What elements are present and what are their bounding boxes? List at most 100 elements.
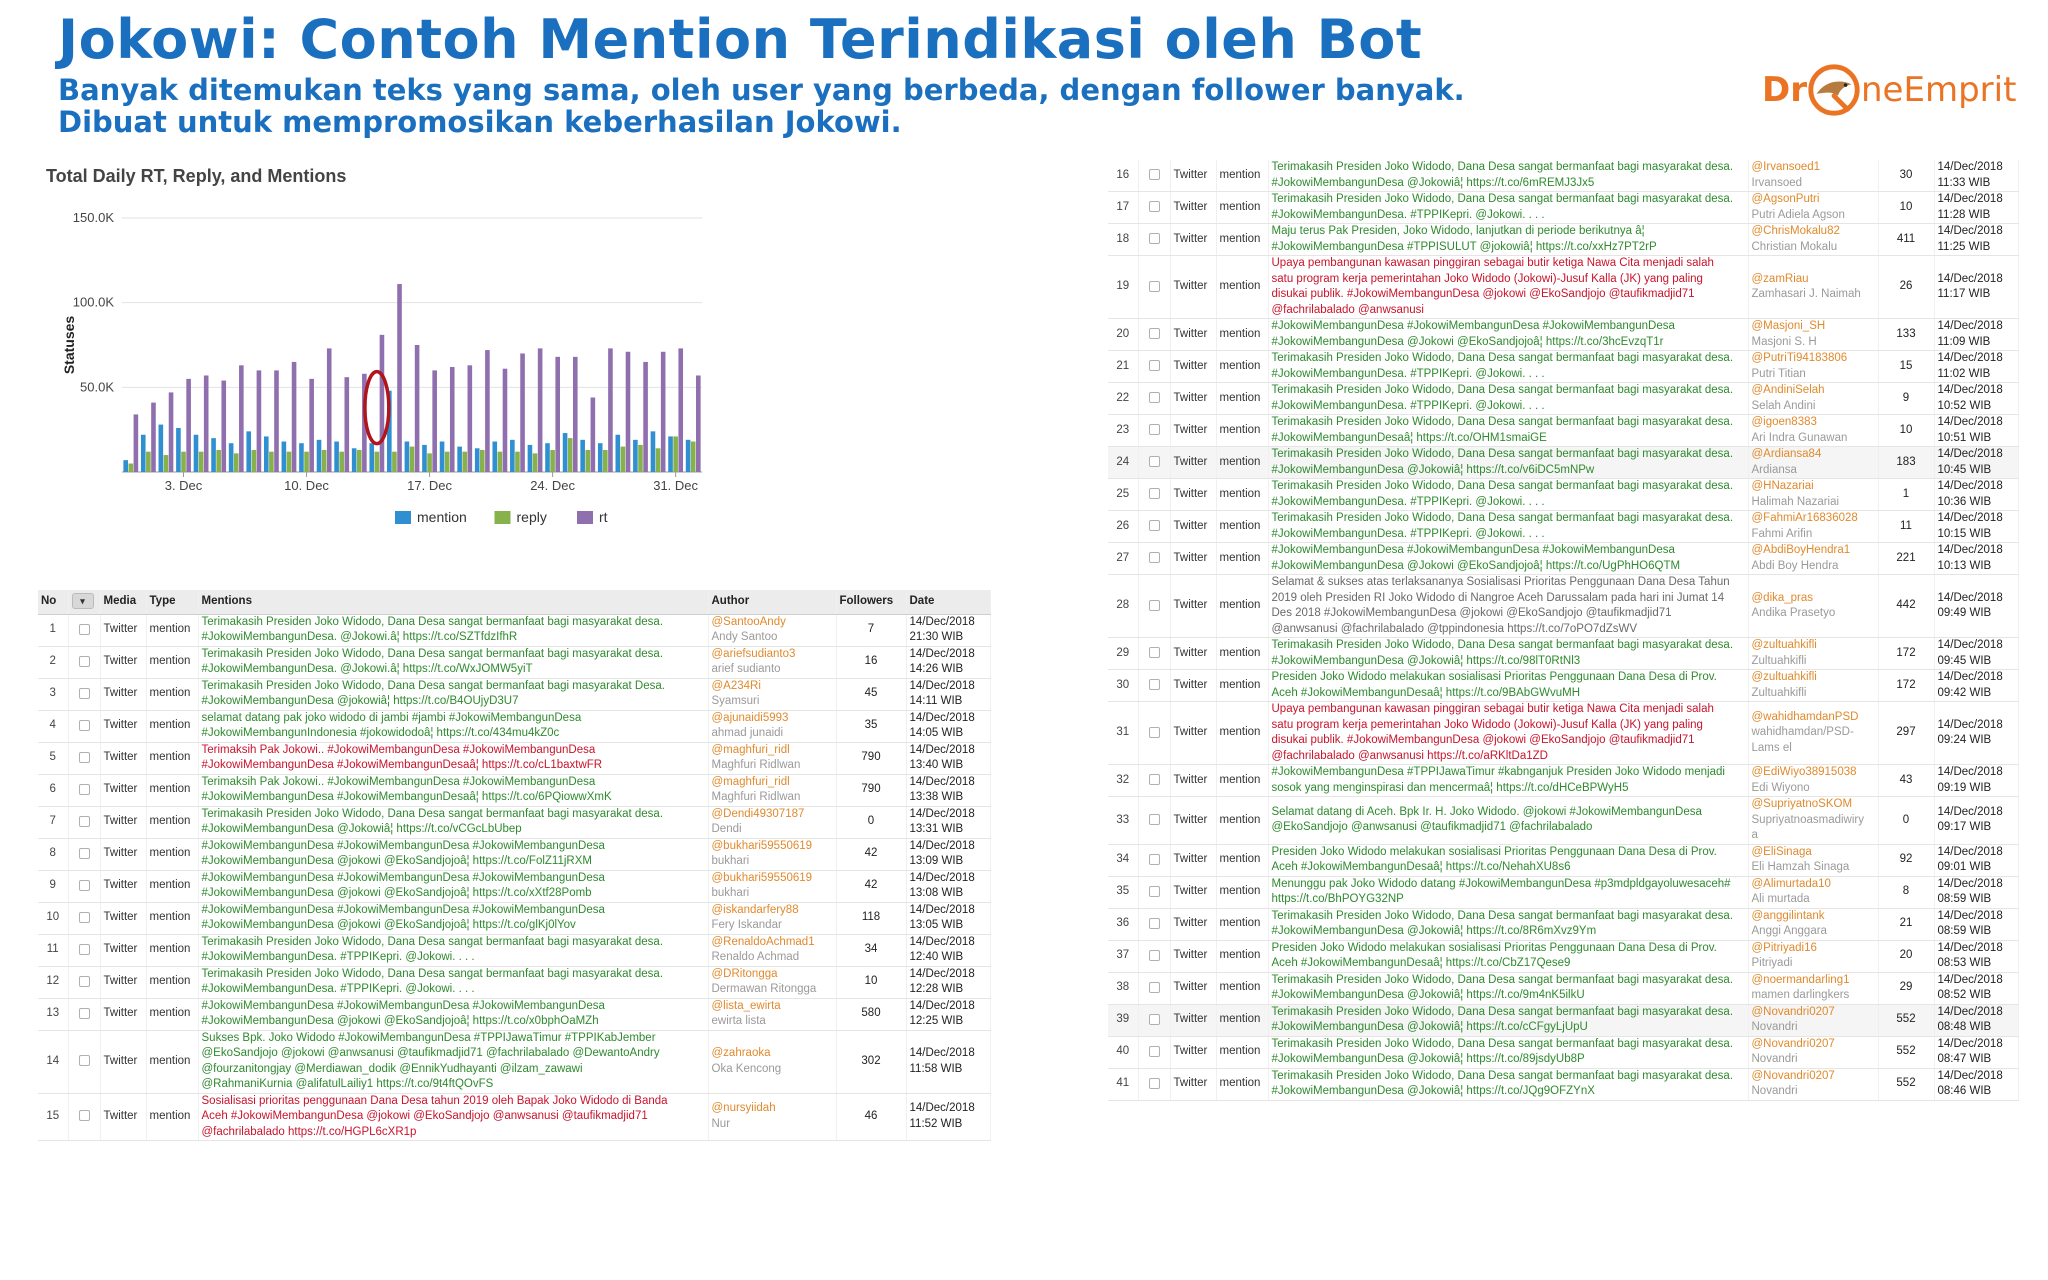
author-handle[interactable]: @maghfuri_ridl bbox=[711, 743, 790, 756]
col-header-date[interactable]: Date bbox=[906, 590, 991, 615]
author-handle[interactable]: @FahmiAr16836028 bbox=[1751, 512, 1858, 524]
row-mention-text[interactable]: #JokowiMembangunDesa #JokowiMembangunDes… bbox=[198, 838, 709, 871]
row-select-cell[interactable] bbox=[68, 742, 101, 775]
table-row[interactable]: 34 Twitter mention Presiden Joko Widodo mel… bbox=[1108, 844, 2019, 877]
author-handle[interactable]: @igoen8383 bbox=[1751, 416, 1817, 428]
author-handle[interactable]: @Masjoni_SH bbox=[1751, 320, 1826, 332]
row-checkbox[interactable] bbox=[1148, 1045, 1160, 1057]
row-author[interactable]: @EdiWiyo38915038 Edi Wiyono bbox=[1748, 764, 1879, 797]
table-row[interactable]: 5 Twitter mention Terimaksih Pak Jokowi.. #… bbox=[38, 742, 991, 775]
row-checkbox[interactable] bbox=[78, 975, 90, 987]
table-row[interactable]: 26 Twitter mention Terimakasih Presiden Jok… bbox=[1108, 510, 2019, 543]
row-checkbox[interactable] bbox=[1148, 774, 1160, 786]
row-select-cell[interactable] bbox=[1138, 637, 1171, 670]
row-mention-text[interactable]: Terimakasih Presiden Joko Widodo, Dana D… bbox=[1268, 446, 1749, 479]
row-checkbox[interactable] bbox=[78, 1007, 90, 1019]
author-handle[interactable]: @zamRiau bbox=[1751, 272, 1809, 285]
row-select-cell[interactable] bbox=[68, 710, 101, 743]
row-mention-text[interactable]: Terimakasih Presiden Joko Widodo, Dana D… bbox=[1268, 382, 1749, 415]
table-row[interactable]: 37 Twitter mention Presiden Joko Widodo mel… bbox=[1108, 940, 2019, 973]
row-author[interactable]: @AgsonPutri Putri Adiela Agson bbox=[1748, 191, 1879, 224]
col-header-no[interactable]: No bbox=[38, 590, 69, 615]
sort-dropdown-icon[interactable]: ▾ bbox=[71, 593, 94, 610]
row-author[interactable]: @DRitongga Dermawan Ritongga bbox=[708, 966, 837, 999]
table-row[interactable]: 12 Twitter mention Terimakasih Presiden Jok… bbox=[38, 966, 991, 999]
row-select-cell[interactable] bbox=[1138, 160, 1171, 192]
author-handle[interactable]: @zahraoka bbox=[711, 1047, 771, 1059]
table-row[interactable]: 30 Twitter mention Presiden Joko Widodo mel… bbox=[1108, 669, 2019, 702]
row-select-cell[interactable] bbox=[68, 1093, 101, 1141]
row-author[interactable]: @Novandri0207 Novandri bbox=[1748, 1068, 1879, 1101]
row-select-cell[interactable] bbox=[1138, 318, 1171, 351]
row-mention-text[interactable]: Terimaksih Pak Jokowi.. #JokowiMembangun… bbox=[198, 774, 709, 807]
row-mention-text[interactable]: Upaya pembangunan kawasan pinggiran seba… bbox=[1268, 255, 1749, 319]
row-select-cell[interactable] bbox=[1138, 1004, 1171, 1037]
row-select-cell[interactable] bbox=[1138, 223, 1171, 256]
author-handle[interactable]: @nursyiidah bbox=[711, 1102, 776, 1115]
row-author[interactable]: @HNazariai Halimah Nazariai bbox=[1748, 478, 1879, 511]
row-mention-text[interactable]: Terimakasih Presiden Joko Widodo, Dana D… bbox=[1268, 350, 1749, 383]
table-row[interactable]: 39 Twitter mention Terimakasih Presiden Jok… bbox=[1108, 1004, 2019, 1037]
row-mention-text[interactable]: Presiden Joko Widodo melakukan sosialisa… bbox=[1268, 940, 1749, 973]
row-select-cell[interactable] bbox=[68, 678, 101, 711]
row-select-cell[interactable] bbox=[1138, 701, 1171, 765]
author-handle[interactable]: @AgsonPutri bbox=[1751, 193, 1820, 205]
col-header-select[interactable]: ▾ bbox=[68, 590, 101, 615]
table-row[interactable]: 17 Twitter mention Terimakasih Presiden Jok… bbox=[1108, 191, 2019, 224]
row-checkbox[interactable] bbox=[78, 623, 90, 635]
row-checkbox[interactable] bbox=[1148, 520, 1160, 532]
table-row[interactable]: 41 Twitter mention Terimakasih Presiden Jok… bbox=[1108, 1068, 2019, 1101]
row-mention-text[interactable]: #JokowiMembangunDesa #JokowiMembangunDes… bbox=[1268, 318, 1749, 351]
row-author[interactable]: @zahraoka Oka Kencong bbox=[708, 1030, 837, 1094]
author-handle[interactable]: @zultuahkifli bbox=[1751, 671, 1817, 683]
row-checkbox[interactable] bbox=[78, 719, 90, 731]
row-select-cell[interactable] bbox=[1138, 510, 1171, 543]
row-mention-text[interactable]: Terimaksih Pak Jokowi.. #JokowiMembangun… bbox=[198, 742, 709, 775]
row-select-cell[interactable] bbox=[1138, 669, 1171, 702]
row-author[interactable]: @AbdiBoyHendra1 Abdi Boy Hendra bbox=[1748, 542, 1879, 575]
table-row[interactable]: 40 Twitter mention Terimakasih Presiden Jok… bbox=[1108, 1036, 2019, 1069]
row-select-cell[interactable] bbox=[1138, 542, 1171, 575]
row-author[interactable]: @nursyiidah Nur bbox=[708, 1093, 837, 1141]
author-handle[interactable]: @iskandarfery88 bbox=[711, 903, 799, 916]
row-checkbox[interactable] bbox=[1148, 917, 1160, 929]
row-mention-text[interactable]: Maju terus Pak Presiden, Joko Widodo, la… bbox=[1268, 223, 1749, 256]
row-mention-text[interactable]: Upaya pembangunan kawasan pinggiran seba… bbox=[1268, 701, 1749, 765]
author-handle[interactable]: @RenaldoAchmad1 bbox=[711, 935, 815, 948]
row-author[interactable]: @ajunaidi5993 ahmad junaidi bbox=[708, 710, 837, 743]
row-checkbox[interactable] bbox=[1148, 647, 1160, 659]
row-author[interactable]: @Novandri0207 Novandri bbox=[1748, 1004, 1879, 1037]
row-select-cell[interactable] bbox=[68, 838, 101, 871]
table-row[interactable]: 18 Twitter mention Maju terus Pak Presiden,… bbox=[1108, 223, 2019, 256]
row-select-cell[interactable] bbox=[1138, 1068, 1171, 1101]
row-checkbox[interactable] bbox=[1148, 679, 1160, 691]
row-mention-text[interactable]: #JokowiMembangunDesa #TPPIJawaTimur #kab… bbox=[1268, 764, 1749, 797]
row-select-cell[interactable] bbox=[68, 646, 101, 679]
col-header-media[interactable]: Media bbox=[100, 590, 147, 615]
table-row[interactable]: 36 Twitter mention Terimakasih Presiden Jok… bbox=[1108, 908, 2019, 941]
row-select-cell[interactable] bbox=[68, 966, 101, 999]
row-author[interactable]: @Dendi49307187 Dendi bbox=[708, 806, 837, 839]
row-mention-text[interactable]: Sosialisasi prioritas penggunaan Dana De… bbox=[198, 1093, 709, 1141]
author-handle[interactable]: @lista_ewirta bbox=[711, 999, 781, 1012]
row-select-cell[interactable] bbox=[1138, 796, 1171, 845]
col-header-followers[interactable]: Followers bbox=[836, 590, 907, 615]
row-select-cell[interactable] bbox=[1138, 382, 1171, 415]
row-select-cell[interactable] bbox=[1138, 446, 1171, 479]
row-checkbox[interactable] bbox=[1148, 328, 1160, 340]
author-handle[interactable]: @Novandri0207 bbox=[1751, 1005, 1835, 1018]
row-select-cell[interactable] bbox=[1138, 574, 1171, 638]
author-handle[interactable]: @Novandri0207 bbox=[1751, 1069, 1835, 1082]
row-mention-text[interactable]: Terimakasih Presiden Joko Widodo, Dana D… bbox=[198, 678, 709, 711]
row-mention-text[interactable]: #JokowiMembangunDesa #JokowiMembangunDes… bbox=[198, 902, 709, 935]
author-handle[interactable]: @ajunaidi5993 bbox=[711, 711, 789, 724]
row-checkbox[interactable] bbox=[78, 815, 90, 827]
row-author[interactable]: @zultuahkifli Zultuahkifli bbox=[1748, 637, 1879, 670]
row-select-cell[interactable] bbox=[68, 1030, 101, 1094]
table-row[interactable]: 7 Twitter mention Terimakasih Presiden Joko… bbox=[38, 806, 991, 839]
col-header-type[interactable]: Type bbox=[146, 590, 199, 615]
row-author[interactable]: @Masjoni_SH Masjoni S. H bbox=[1748, 318, 1879, 351]
row-select-cell[interactable] bbox=[1138, 414, 1171, 447]
table-row[interactable]: 32 Twitter mention #JokowiMembangunDesa #TP… bbox=[1108, 764, 2019, 797]
row-select-cell[interactable] bbox=[68, 870, 101, 903]
